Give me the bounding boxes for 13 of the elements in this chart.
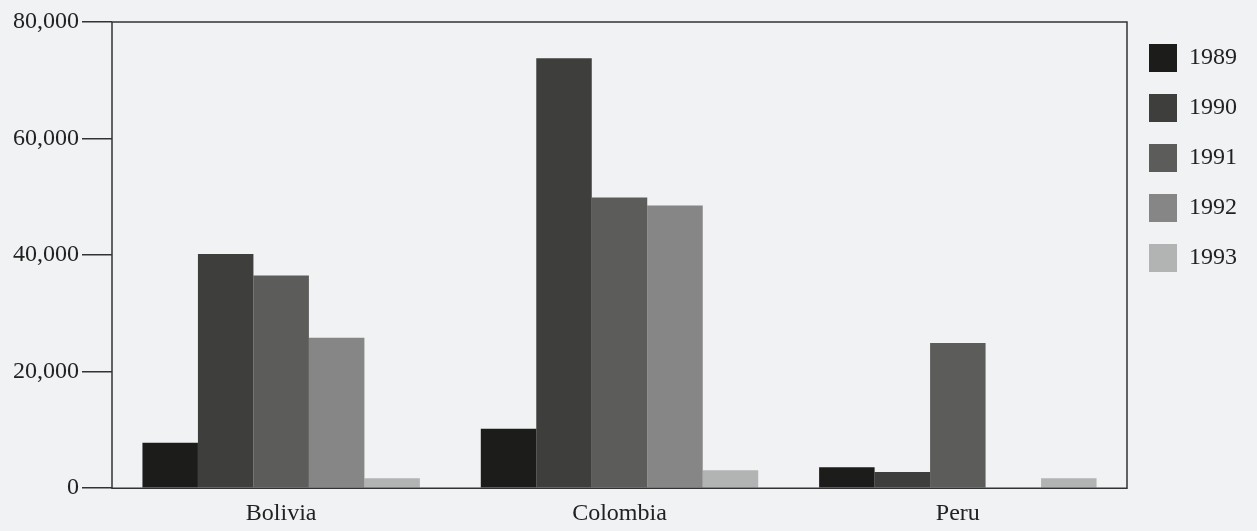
y-tick-label: 0: [67, 473, 79, 500]
legend-label: 1990: [1189, 93, 1237, 120]
legend-label: 1991: [1189, 143, 1237, 170]
x-tick-label: Colombia: [572, 498, 668, 525]
legend-label: 1993: [1189, 243, 1237, 270]
y-tick-label: 60,000: [13, 123, 79, 150]
legend-label: 1992: [1189, 193, 1237, 220]
x-tick-label: Peru: [935, 498, 980, 525]
y-tick-label: 20,000: [13, 356, 79, 383]
y-tick-label: 80,000: [13, 7, 79, 34]
x-tick-label: Bolivia: [245, 498, 317, 525]
legend-label: 1989: [1189, 43, 1237, 70]
y-tick-label: 40,000: [13, 240, 79, 267]
